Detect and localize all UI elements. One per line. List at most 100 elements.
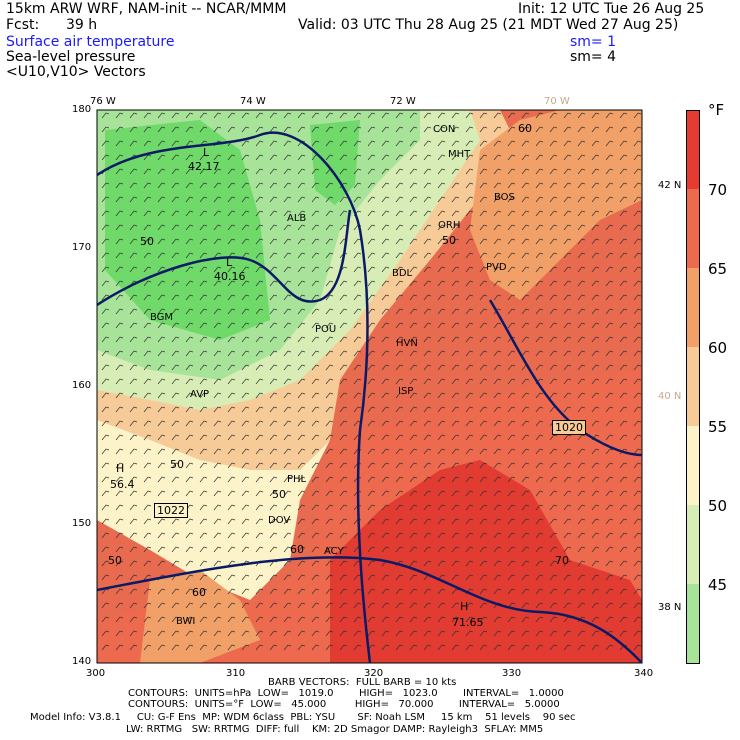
wind-barb — [479, 546, 488, 553]
wind-barb — [619, 616, 628, 623]
wind-barb — [479, 392, 488, 399]
wind-barb — [297, 406, 306, 413]
wind-barb — [451, 560, 460, 567]
wind-barb — [563, 546, 572, 553]
wind-barb — [101, 350, 110, 357]
wind-barb — [311, 140, 320, 147]
wind-barb — [367, 406, 376, 413]
wind-barb — [143, 616, 152, 623]
wind-barb — [185, 518, 194, 525]
wind-barb — [479, 490, 488, 497]
wind-barb — [423, 462, 432, 469]
wind-barb — [619, 546, 628, 553]
wind-barb — [269, 490, 278, 497]
wind-barb — [255, 238, 264, 245]
wind-barb — [171, 126, 180, 133]
wind-barb — [619, 126, 628, 133]
wind-barb — [115, 504, 124, 511]
wind-barb — [507, 182, 516, 189]
wind-barb — [521, 154, 530, 161]
wind-barb — [437, 518, 446, 525]
wind-barb — [535, 112, 544, 119]
wind-barb — [409, 392, 418, 399]
wind-barb — [591, 140, 600, 147]
wind-barb — [577, 364, 586, 371]
pressure-contour-label: 1022 — [154, 503, 188, 518]
wind-barb — [213, 336, 222, 343]
wind-barb — [185, 616, 194, 623]
wind-barb — [367, 308, 376, 315]
wind-barb — [549, 574, 558, 581]
wind-barb — [563, 504, 572, 511]
wind-barb — [143, 112, 152, 119]
wind-barb — [157, 294, 166, 301]
wind-barb — [185, 490, 194, 497]
wind-barb — [521, 126, 530, 133]
wind-barb — [199, 546, 208, 553]
wind-barb — [549, 252, 558, 259]
wind-barb — [311, 560, 320, 567]
wind-barb — [591, 532, 600, 539]
wind-barb — [213, 630, 222, 637]
wind-barb — [227, 392, 236, 399]
wind-barb — [241, 616, 250, 623]
wind-barb — [521, 546, 530, 553]
wind-barb — [395, 462, 404, 469]
wind-barb — [437, 588, 446, 595]
wind-barb — [381, 434, 390, 441]
wind-barb — [269, 238, 278, 245]
wind-barb — [591, 126, 600, 133]
wind-barb — [409, 644, 418, 651]
wind-barb — [297, 336, 306, 343]
wind-barb — [129, 336, 138, 343]
wind-barb — [115, 448, 124, 455]
wind-barb — [199, 168, 208, 175]
wind-barb — [605, 602, 614, 609]
wind-barb — [353, 616, 362, 623]
wind-barb — [423, 196, 432, 203]
city-label: BGM — [150, 312, 174, 323]
wind-barb — [451, 546, 460, 553]
wind-barb — [101, 434, 110, 441]
wind-barb — [451, 224, 460, 231]
wind-barb — [157, 336, 166, 343]
wind-barb — [633, 308, 642, 315]
wind-barb — [101, 462, 110, 469]
wind-barb — [143, 182, 152, 189]
wind-barb — [381, 252, 390, 259]
wind-barb — [493, 322, 502, 329]
wind-barb — [213, 392, 222, 399]
wind-barb — [493, 238, 502, 245]
wind-barb — [451, 126, 460, 133]
wind-barb — [633, 168, 642, 175]
wind-barb — [255, 196, 264, 203]
wind-barb — [227, 336, 236, 343]
wind-barb — [227, 154, 236, 161]
wind-barb — [423, 224, 432, 231]
wind-barb — [479, 588, 488, 595]
wind-barb — [591, 406, 600, 413]
wind-barb — [619, 322, 628, 329]
wind-barb — [213, 476, 222, 483]
wind-barb — [605, 126, 614, 133]
wind-barb — [157, 224, 166, 231]
wind-barb — [633, 280, 642, 287]
wind-barb — [227, 504, 236, 511]
wind-barb — [423, 532, 432, 539]
wind-barb — [325, 644, 334, 651]
wind-barb — [605, 574, 614, 581]
wind-barb — [157, 406, 166, 413]
wind-barb — [535, 448, 544, 455]
wind-barb — [591, 280, 600, 287]
wind-barb — [563, 434, 572, 441]
wind-barb — [157, 392, 166, 399]
wind-barb — [479, 210, 488, 217]
wind-barb — [577, 266, 586, 273]
wind-barb — [381, 602, 390, 609]
wind-barb — [451, 588, 460, 595]
wind-barb — [297, 532, 306, 539]
wind-barb — [591, 322, 600, 329]
wind-barb — [451, 322, 460, 329]
wind-barb — [297, 210, 306, 217]
wind-barb — [549, 504, 558, 511]
